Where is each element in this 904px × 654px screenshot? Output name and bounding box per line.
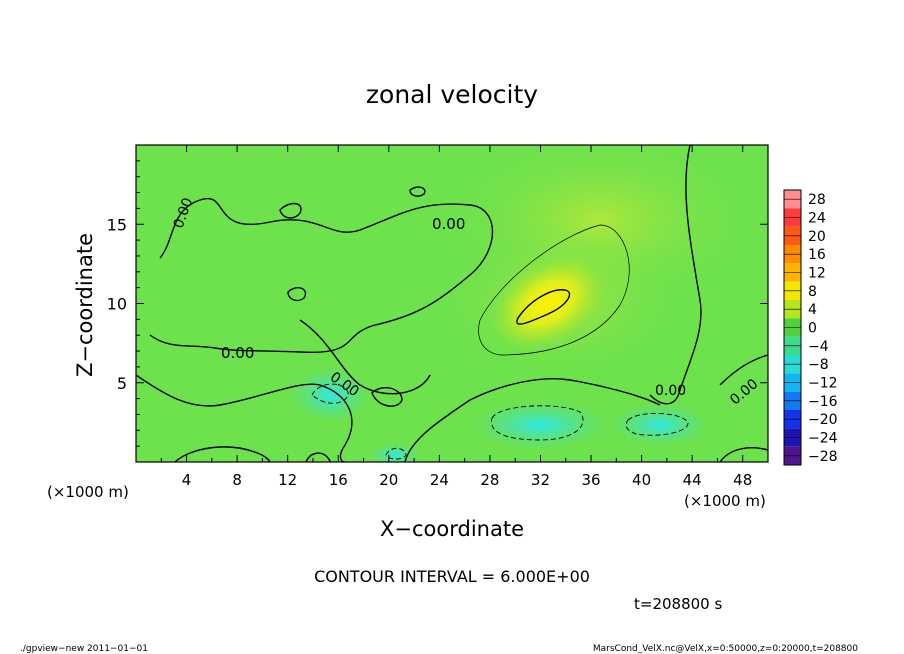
field-cyan-region [470, 400, 610, 450]
contour-zero [649, 145, 702, 405]
contour-zero [404, 378, 661, 462]
x-tick-label: 36 [581, 471, 600, 489]
x-axis-label: X−coordinate [380, 517, 524, 541]
colorbar-label: −12 [808, 376, 838, 392]
colorbar-label: 8 [808, 284, 817, 300]
y-axis: 5 10 15 [107, 160, 768, 447]
x-axis: 4 8 12 16 20 24 28 32 36 40 44 48 [160, 145, 752, 489]
contour-max [516, 289, 571, 325]
contour-zero [719, 447, 768, 462]
chart-title: zonal velocity [366, 80, 538, 109]
contour-label: 0.00 [221, 344, 254, 362]
x-tick-label: 40 [632, 471, 651, 489]
colorbar-label: −16 [808, 394, 838, 410]
colorbar-label: −28 [808, 449, 838, 465]
x-tick-label: 20 [379, 471, 398, 489]
contour-label: 0.00 [432, 215, 465, 233]
colorbar-label: −20 [808, 412, 838, 428]
contour-closed [279, 202, 302, 219]
colorbar-label: 28 [808, 192, 826, 208]
colorbar-label: 20 [808, 229, 826, 245]
contour-interval: CONTOUR INTERVAL = 6.000E+00 [314, 567, 590, 586]
x-tick-label: 8 [232, 471, 242, 489]
colorbar-label: 4 [808, 302, 817, 318]
contour-closed [371, 386, 403, 407]
colorbar-label: 16 [808, 247, 826, 263]
x-tick-label: 28 [480, 471, 499, 489]
contour-zero [136, 374, 353, 462]
contour-negative-loop [625, 412, 689, 436]
y-tick-label: 5 [117, 374, 127, 393]
colorbar-label: 12 [808, 266, 826, 282]
colorbar-label: −8 [808, 357, 829, 373]
contour-zero [174, 446, 271, 462]
contour-zero [719, 354, 768, 386]
y-tick-label: 15 [107, 215, 127, 234]
colorbar-label: 0 [808, 321, 817, 337]
contour-zero [149, 197, 494, 353]
colorbar-label: −24 [808, 431, 838, 447]
x-tick-label: 44 [683, 471, 702, 489]
y-axis-unit: (×1000 m) [47, 483, 129, 501]
colorbar: 28 24 20 16 12 8 4 0 −4 −8 −12 −16 −20 −24 −28 [783, 189, 838, 466]
field-max-region [491, 255, 605, 351]
footer-left: ./gpview−new 2011−01−01 [20, 644, 148, 654]
x-tick-label: 16 [329, 471, 348, 489]
contour-label: 0.00 [655, 383, 686, 399]
contour-negative-loop [385, 447, 407, 460]
field-cyan-region [610, 403, 710, 447]
time-label: t=208800 s [634, 595, 722, 613]
colorbar-label: −4 [808, 339, 829, 355]
contour-negative [311, 383, 689, 460]
colorbar-label: 24 [808, 211, 826, 227]
contour-lines [136, 145, 768, 462]
plot-area: 0.00 0.00 0.00 0.00 0.00 0.00 [136, 145, 768, 462]
contour-negative-loop [311, 383, 349, 404]
x-tick-label: 24 [430, 471, 449, 489]
field-cyan-region [370, 443, 420, 462]
y-tick-label: 10 [107, 295, 127, 314]
x-axis-unit: (×1000 m) [684, 492, 766, 510]
contour-zero [299, 319, 431, 395]
y-axis-label: Z−coordinate [73, 233, 97, 377]
footer-right: MarsCond_VelX.nc@VelX,x=0:50000,z=0:2000… [593, 644, 858, 654]
x-tick-label: 12 [278, 471, 297, 489]
contour-closed [287, 287, 307, 302]
x-tick-label: 32 [531, 471, 550, 489]
contour-positive [478, 224, 630, 356]
field-cyan-region [290, 367, 370, 423]
x-tick-label: 4 [182, 471, 192, 489]
x-tick-label: 48 [733, 471, 752, 489]
contour-closed [409, 186, 426, 197]
